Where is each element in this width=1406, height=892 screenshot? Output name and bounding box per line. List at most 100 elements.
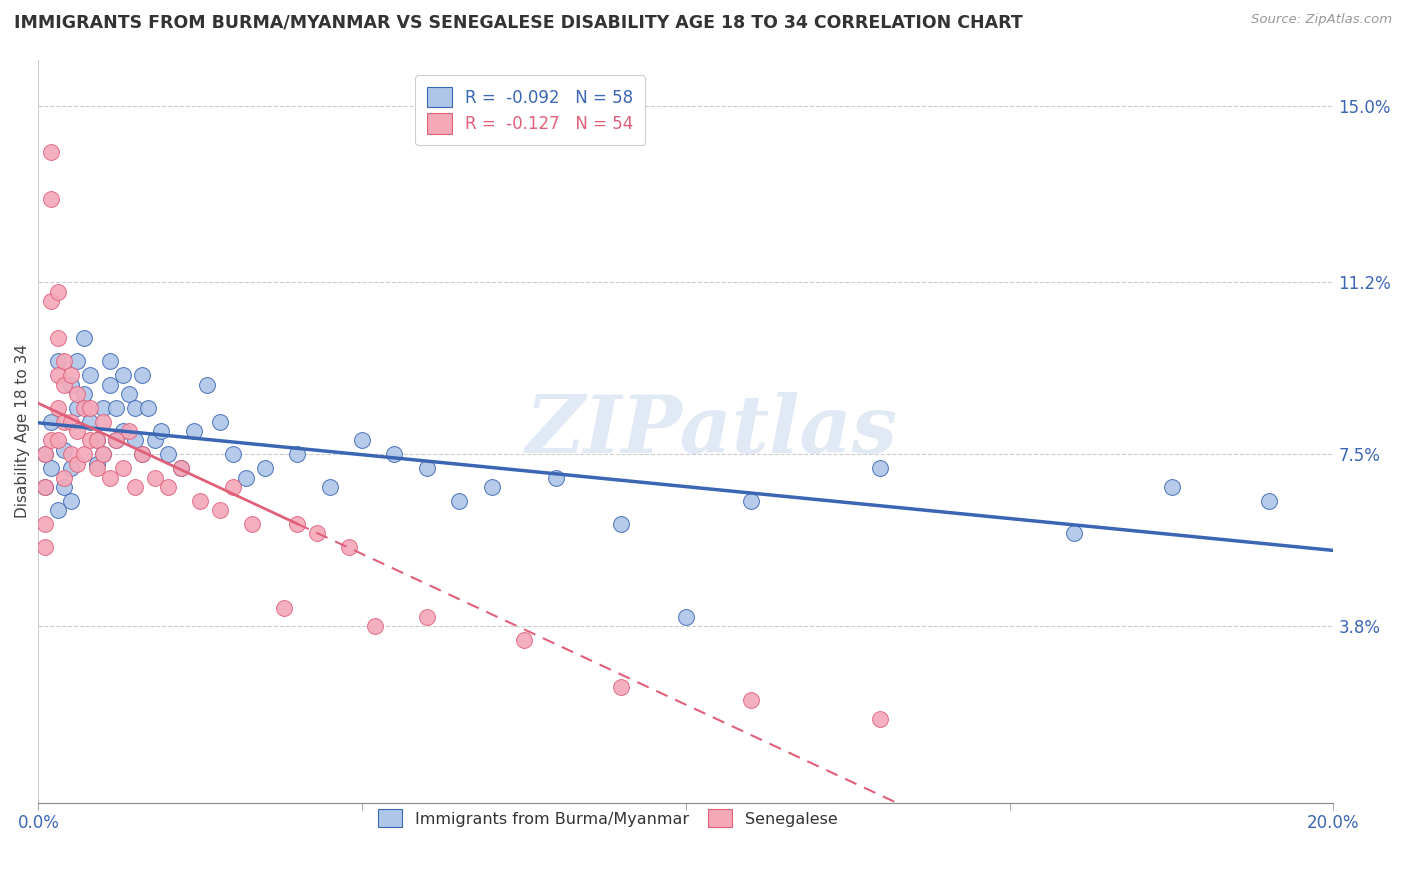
Point	[221, 480, 243, 494]
Point	[66, 401, 89, 415]
Point	[53, 415, 76, 429]
Point	[46, 434, 69, 448]
Point	[111, 424, 134, 438]
Point	[59, 377, 82, 392]
Point	[124, 434, 146, 448]
Point	[610, 680, 633, 694]
Point	[53, 354, 76, 368]
Point	[91, 447, 114, 461]
Point	[118, 424, 141, 438]
Point	[449, 493, 471, 508]
Point	[105, 434, 128, 448]
Point	[59, 368, 82, 383]
Point	[79, 415, 101, 429]
Point	[111, 368, 134, 383]
Point	[869, 461, 891, 475]
Text: IMMIGRANTS FROM BURMA/MYANMAR VS SENEGALESE DISABILITY AGE 18 TO 34 CORRELATION : IMMIGRANTS FROM BURMA/MYANMAR VS SENEGAL…	[14, 13, 1022, 31]
Point	[1160, 480, 1182, 494]
Point	[53, 470, 76, 484]
Point	[86, 457, 108, 471]
Point	[170, 461, 193, 475]
Point	[285, 447, 308, 461]
Point	[53, 377, 76, 392]
Point	[105, 434, 128, 448]
Point	[73, 447, 96, 461]
Point	[46, 354, 69, 368]
Text: ZIPatlas: ZIPatlas	[526, 392, 898, 470]
Point	[337, 540, 360, 554]
Point	[59, 415, 82, 429]
Point	[138, 401, 160, 415]
Point	[150, 424, 173, 438]
Point	[86, 434, 108, 448]
Point	[73, 401, 96, 415]
Point	[131, 447, 153, 461]
Point	[79, 401, 101, 415]
Point	[235, 470, 257, 484]
Point	[240, 516, 263, 531]
Point	[39, 145, 62, 160]
Text: Source: ZipAtlas.com: Source: ZipAtlas.com	[1251, 13, 1392, 27]
Point	[66, 354, 89, 368]
Point	[1063, 526, 1085, 541]
Point	[481, 480, 503, 494]
Point	[66, 457, 89, 471]
Point	[34, 540, 56, 554]
Point	[39, 192, 62, 206]
Point	[98, 470, 121, 484]
Point	[546, 470, 568, 484]
Point	[156, 480, 179, 494]
Point	[740, 693, 762, 707]
Point	[105, 401, 128, 415]
Point	[305, 526, 328, 541]
Point	[183, 424, 205, 438]
Point	[319, 480, 342, 494]
Point	[91, 415, 114, 429]
Point	[53, 480, 76, 494]
Point	[273, 600, 295, 615]
Point	[91, 447, 114, 461]
Point	[53, 442, 76, 457]
Point	[610, 516, 633, 531]
Point	[111, 461, 134, 475]
Point	[86, 461, 108, 475]
Point	[131, 368, 153, 383]
Point	[384, 447, 406, 461]
Point	[188, 493, 211, 508]
Point	[46, 368, 69, 383]
Point	[59, 447, 82, 461]
Point	[39, 294, 62, 309]
Point	[91, 401, 114, 415]
Point	[79, 434, 101, 448]
Point	[416, 610, 439, 624]
Point	[170, 461, 193, 475]
Point	[34, 480, 56, 494]
Point	[34, 516, 56, 531]
Point	[86, 434, 108, 448]
Point	[208, 415, 231, 429]
Point	[73, 387, 96, 401]
Point	[66, 387, 89, 401]
Point	[46, 331, 69, 345]
Point	[46, 285, 69, 299]
Point	[66, 424, 89, 438]
Point	[143, 434, 166, 448]
Point	[124, 480, 146, 494]
Point	[253, 461, 276, 475]
Point	[98, 377, 121, 392]
Point	[59, 461, 82, 475]
Point	[39, 415, 62, 429]
Point	[131, 447, 153, 461]
Point	[39, 434, 62, 448]
Point	[675, 610, 697, 624]
Legend: Immigrants from Burma/Myanmar, Senegalese: Immigrants from Burma/Myanmar, Senegales…	[370, 801, 846, 836]
Point	[73, 331, 96, 345]
Y-axis label: Disability Age 18 to 34: Disability Age 18 to 34	[15, 344, 30, 518]
Point	[208, 503, 231, 517]
Point	[740, 493, 762, 508]
Point	[869, 712, 891, 726]
Point	[34, 480, 56, 494]
Point	[34, 447, 56, 461]
Point	[59, 493, 82, 508]
Point	[195, 377, 218, 392]
